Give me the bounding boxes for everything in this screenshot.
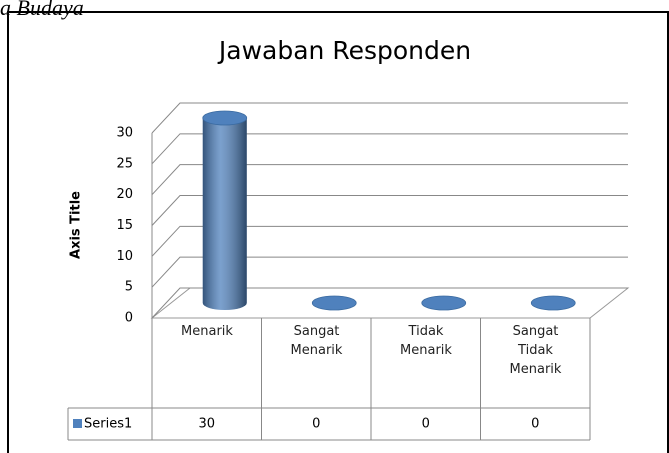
grid-line [151,256,628,288]
cylinder-shade [202,118,247,311]
grid-line [151,164,628,196]
cylinder [202,110,248,311]
cylinder-top [421,295,467,311]
table-value: 0 [531,417,539,432]
x-tick-text: Sangat Menarik [290,324,343,358]
cylinder [530,295,576,311]
x-tick-text: Sangat Tidak Menarik [509,324,562,377]
cylinder-top [202,110,248,126]
grid-line [151,195,628,226]
y-tick-label: 0 [125,311,133,326]
grid-line [151,102,628,134]
grid-line [151,133,628,165]
cylinder-top [311,295,357,311]
y-tick-label: 15 [116,218,133,233]
x-tick-text: Tidak Menarik [400,324,452,358]
chart-frame [7,11,669,453]
caption: a Budaya [0,0,84,20]
y-axis-title: Axis Title [69,191,84,259]
cylinder [311,295,357,311]
legend-swatch [73,419,82,428]
y-tick-label: 25 [116,156,133,171]
x-tick-label: Sangat Menarik [262,322,372,360]
cylinder-top [530,295,576,311]
x-tick-label: Menarik [152,322,262,341]
table-value: 30 [198,417,215,432]
y-tick-label: 30 [116,126,133,141]
x-tick-label: Tidak Menarik [371,322,481,360]
x-tick-label: Sangat Tidak Menarik [481,322,591,379]
y-tick-label: 10 [116,249,133,264]
chart-title: Jawaban Responden [217,36,471,65]
legend-label: Series1 [84,417,132,432]
table-value: 0 [312,417,320,432]
grid-line [151,287,628,319]
y-tick-label: 5 [125,280,133,295]
grid-line [151,225,628,257]
y-tick-label: 20 [116,187,133,202]
cylinder [421,295,467,311]
table-value: 0 [422,417,430,432]
x-tick-text: Menarik [181,324,233,339]
